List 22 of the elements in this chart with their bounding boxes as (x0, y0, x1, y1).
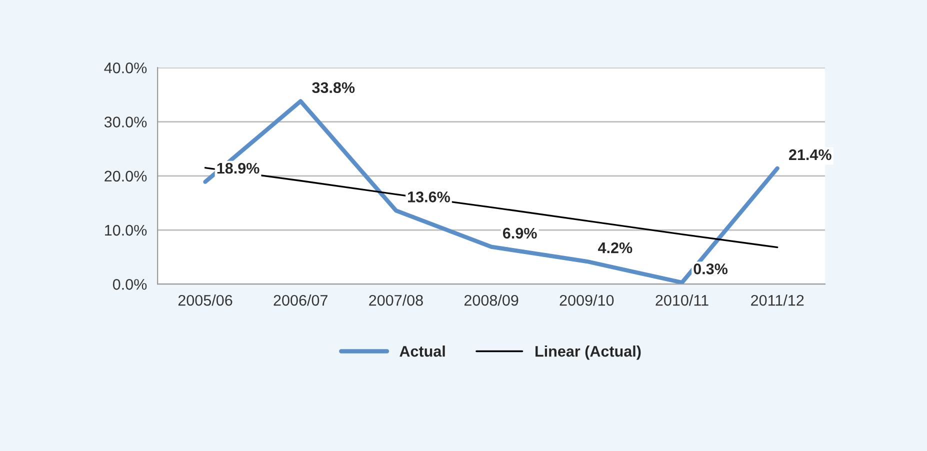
x-tick-label: 2006/07 (274, 294, 328, 306)
x-tick-label: 2005/06 (178, 294, 232, 306)
y-tick-label: 10.0% (105, 224, 147, 236)
y-tick-label: 0.0% (112, 279, 147, 290)
y-tick-label: 30.0% (104, 116, 147, 128)
x-tick-label: 2010/11 (656, 294, 708, 306)
text: 33.8% (312, 82, 355, 94)
x-tick-label: 2008/09 (464, 294, 518, 306)
text: 6.9% (502, 228, 537, 239)
text: 21.4% (788, 149, 832, 160)
text: 4.2% (598, 242, 632, 254)
legend-label: Actual (400, 346, 445, 357)
x-tick-label: 2009/10 (560, 294, 614, 306)
text: 0.3% (694, 264, 728, 274)
text: 13.6% (408, 192, 450, 202)
text: 18.9% (217, 162, 260, 174)
x-tick-label: 2011/12 (751, 294, 804, 306)
x-tick-label: 2007/08 (369, 294, 423, 306)
y-tick-label: 20.0% (104, 170, 147, 182)
line-series (203, 99, 780, 284)
legend-label: Linear (Actual) (536, 346, 641, 360)
y-tick-label: 40.0% (104, 62, 147, 74)
